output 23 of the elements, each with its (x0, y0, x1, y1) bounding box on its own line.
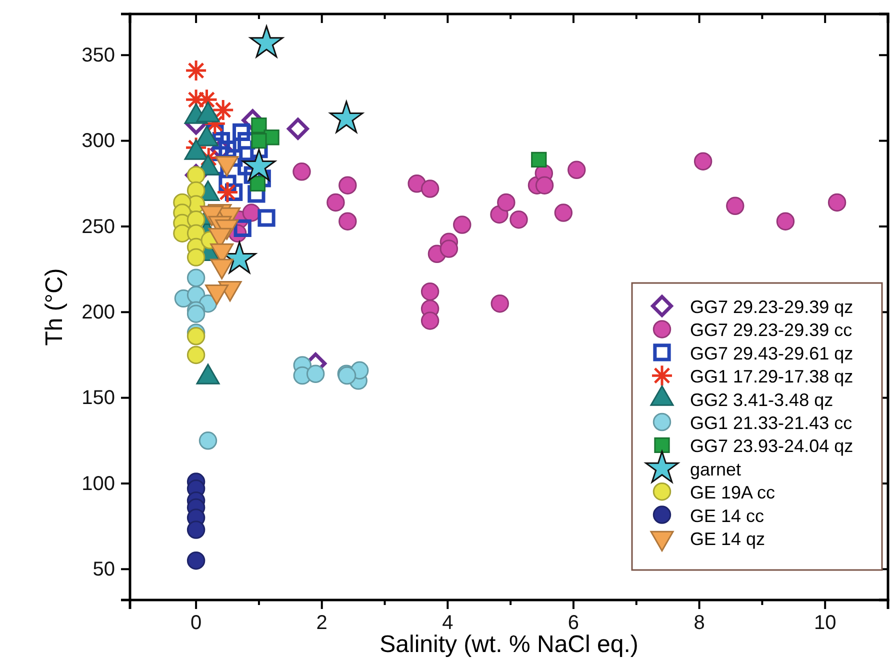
x-tick-label: 8 (694, 612, 705, 634)
legend-label: GE 19A cc (690, 482, 776, 503)
legend-label: GE 14 cc (690, 506, 764, 526)
y-axis-title: Th (°C) (41, 268, 68, 346)
y-tick-label: 250 (82, 216, 115, 238)
legend-label: GG7 23.93-24.04 qz (690, 436, 854, 456)
x-tick-label: 2 (316, 612, 328, 634)
y-tick-label: 150 (82, 387, 115, 410)
x-tick-label: 0 (190, 612, 202, 634)
legend-label: GG7 29.23-29.39 qz (690, 297, 854, 317)
legend-label: GG7 29.43-29.61 qz (690, 343, 854, 364)
y-tick-label: 200 (82, 302, 115, 324)
y-tick-label: 300 (82, 130, 115, 152)
legend-label: garnet (690, 459, 742, 480)
legend-label: GG1 17.29-17.38 qz (690, 366, 854, 387)
y-tick-label: 50 (92, 558, 115, 581)
legend-label: GG1 21.33-21.43 cc (690, 413, 852, 433)
y-tick-label: 350 (82, 44, 115, 67)
legend-label: GE 14 qz (690, 529, 766, 549)
legend-label: GG7 29.23-29.39 cc (690, 320, 852, 340)
legend-label: GG2 3.41-3.48 qz (690, 390, 834, 410)
x-tick-label: 10 (814, 612, 836, 634)
y-tick-label: 100 (82, 472, 115, 495)
